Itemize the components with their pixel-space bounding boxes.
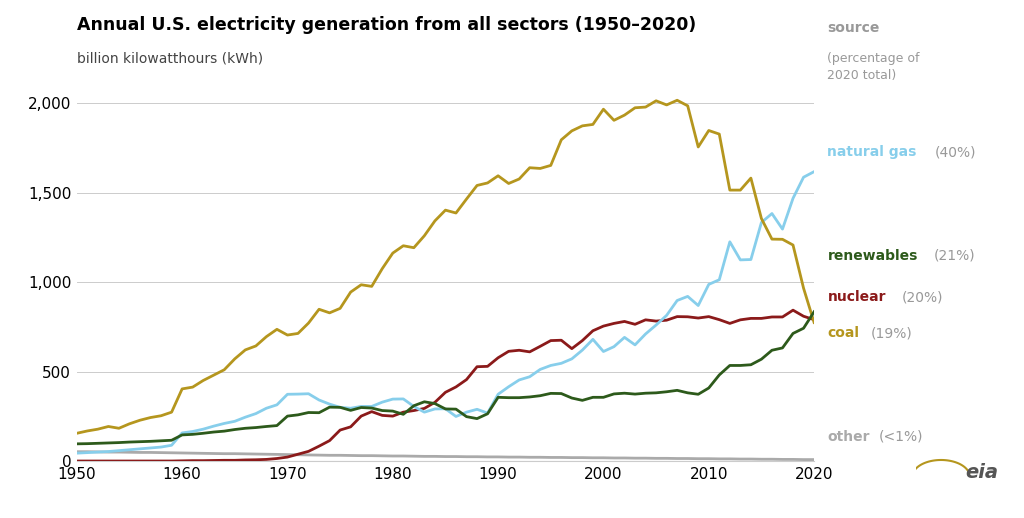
Text: (percentage of
2020 total): (percentage of 2020 total)	[827, 52, 920, 82]
Text: (40%): (40%)	[935, 145, 977, 159]
Text: other: other	[827, 430, 870, 444]
Text: (21%): (21%)	[934, 249, 976, 263]
Text: billion kilowatthours (kWh): billion kilowatthours (kWh)	[77, 52, 263, 66]
Text: Annual U.S. electricity generation from all sectors (1950–2020): Annual U.S. electricity generation from …	[77, 16, 696, 34]
Text: (19%): (19%)	[870, 326, 912, 340]
Text: eia: eia	[966, 463, 998, 482]
Text: (<1%): (<1%)	[879, 430, 923, 444]
Text: coal: coal	[827, 326, 859, 340]
Text: natural gas: natural gas	[827, 145, 916, 159]
Text: renewables: renewables	[827, 249, 918, 263]
Text: source: source	[827, 21, 880, 35]
Text: (20%): (20%)	[902, 290, 944, 304]
Text: nuclear: nuclear	[827, 290, 886, 304]
